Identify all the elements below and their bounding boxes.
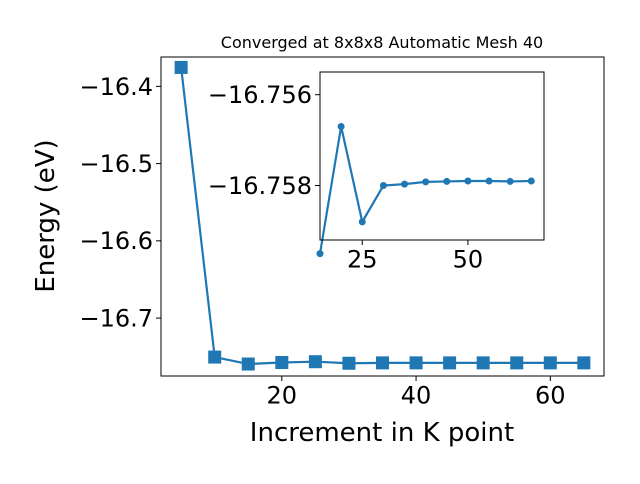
data-point	[358, 218, 366, 226]
data-point	[543, 356, 557, 370]
data-point	[208, 350, 222, 364]
inset-plot: 25 50 −16.758 −16.756	[208, 71, 545, 274]
data-point	[577, 356, 591, 370]
main-series	[174, 60, 591, 371]
y-tick-label: −16.756	[208, 81, 312, 109]
x-tick-label: 20	[267, 382, 298, 410]
y-tick-label: −16.7	[79, 304, 153, 332]
main-plot: Converged at 8x8x8 Automatic Mesh 40 20 4…	[31, 33, 605, 448]
data-point	[376, 356, 389, 370]
inset-x-ticks: 25 50	[347, 240, 483, 274]
data-point	[174, 60, 188, 74]
data-point	[510, 356, 524, 370]
x-axis-label: Increment in K point	[250, 418, 514, 448]
data-point	[379, 182, 387, 190]
data-point	[485, 177, 493, 185]
data-point	[401, 180, 409, 188]
main-y-ticks: −16.4 −16.5 −16.6 −16.7	[79, 73, 161, 332]
data-point	[527, 177, 535, 185]
y-tick-label: −16.6	[79, 227, 153, 255]
x-tick-label: 40	[401, 382, 432, 410]
inset-plot-background	[320, 72, 544, 240]
data-point	[308, 355, 322, 369]
y-tick-label: −16.4	[79, 73, 153, 101]
data-point	[275, 355, 289, 369]
data-point	[409, 356, 423, 370]
y-tick-label: −16.5	[79, 150, 153, 178]
inset-series	[316, 122, 535, 258]
main-x-ticks: 20 40 60	[267, 376, 566, 410]
data-point	[337, 122, 345, 130]
inset-plot-frame	[319, 71, 545, 241]
y-axis-label: Energy (eV)	[31, 139, 61, 292]
data-point	[476, 356, 490, 370]
data-point	[443, 177, 451, 185]
data-point	[241, 357, 255, 371]
x-tick-label: 25	[347, 246, 378, 274]
data-point	[422, 178, 430, 186]
data-point	[506, 177, 514, 185]
data-point	[443, 356, 457, 370]
data-point	[342, 356, 356, 370]
main-plot-frame	[160, 56, 605, 377]
data-point	[464, 177, 472, 185]
inset-y-ticks: −16.758 −16.756	[208, 81, 320, 200]
y-tick-label: −16.758	[208, 172, 312, 200]
x-tick-label: 50	[453, 246, 484, 274]
chart-title: Converged at 8x8x8 Automatic Mesh 40	[221, 33, 543, 52]
data-point	[316, 250, 324, 258]
x-tick-label: 60	[535, 382, 566, 410]
